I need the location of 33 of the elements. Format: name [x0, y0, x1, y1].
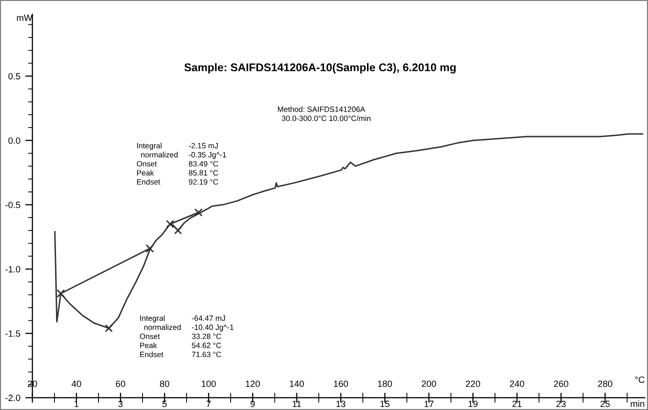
- y-tick-label: -1.5: [5, 330, 20, 337]
- x-tick-label: 200: [422, 380, 436, 387]
- x2-tick-label: 23: [556, 400, 566, 408]
- x2-tick-label: 19: [468, 400, 478, 408]
- x2-tick-label: 21: [512, 400, 522, 408]
- x-tick-label: 100: [202, 380, 216, 387]
- y-tick-label: 0.5: [8, 73, 20, 80]
- x-tick-label: 180: [378, 380, 392, 387]
- x-tick-label: 120: [246, 380, 260, 387]
- text: Sample: SAIFDS141206A-10(Sample C3), 6.2010 mg: [184, 63, 456, 74]
- x-tick-label: 260: [554, 380, 568, 387]
- x2-tick-label: 13: [336, 400, 346, 408]
- x-tick-label: 80: [160, 380, 170, 387]
- x2-tick-label: 25: [600, 400, 610, 408]
- x-tick-label: 240: [510, 380, 524, 387]
- x2-axis-title: min: [630, 400, 644, 407]
- y-tick-label: -0.5: [5, 202, 20, 208]
- x-tick-label: 220: [466, 380, 480, 387]
- y-tick-label: -2.0: [5, 394, 20, 402]
- x2-tick-label: 15: [380, 400, 390, 408]
- x-tick-label: 140: [290, 380, 304, 387]
- x-tick-label: 280: [598, 380, 612, 387]
- y-axis-title: mW: [16, 14, 32, 21]
- y-tick-label: -1.0: [5, 266, 20, 272]
- x2-tick-label: 3: [118, 400, 123, 408]
- x2-tick-label: 17: [424, 400, 434, 408]
- x2-tick-label: 9: [250, 400, 255, 408]
- x-tick-label: 40: [72, 380, 82, 387]
- x-tick-label: 60: [116, 380, 126, 387]
- x-tick-label: 160: [334, 380, 348, 387]
- x-axis-title: °C: [635, 376, 644, 383]
- y-tick-label: 0.0: [8, 137, 20, 144]
- x2-tick-label: 11: [292, 400, 301, 408]
